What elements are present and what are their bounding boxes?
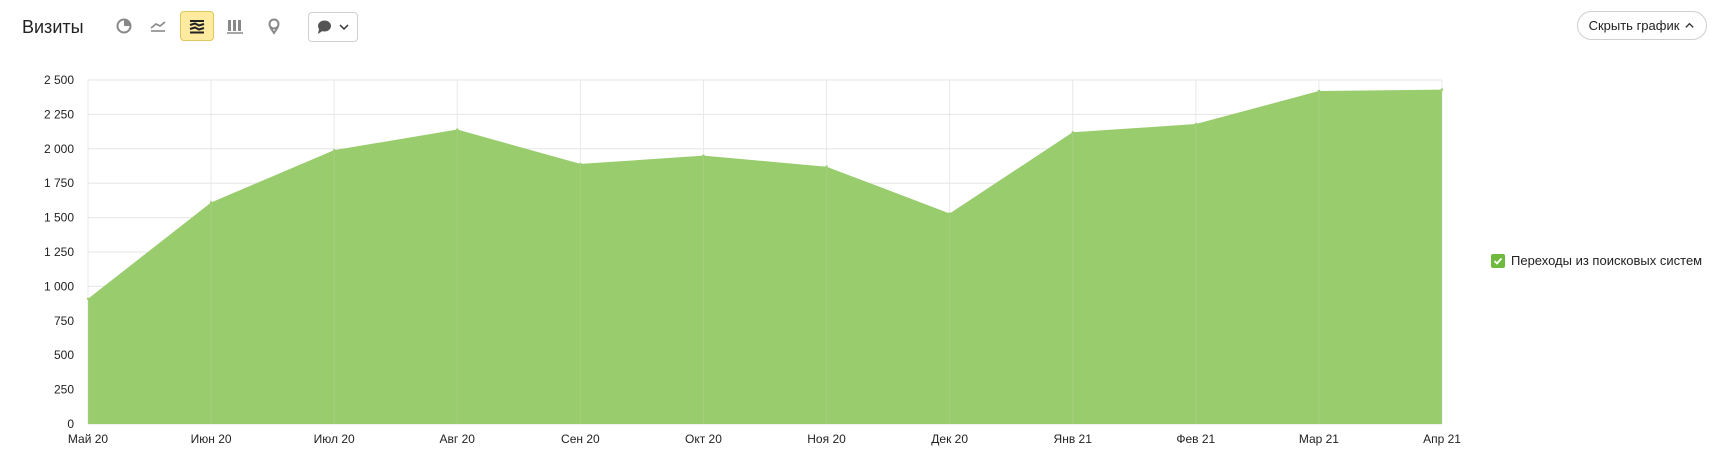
map-button[interactable] [257,11,291,41]
x-tick-label: Ноя 20 [807,432,846,446]
page-title: Визиты [22,17,84,37]
area-chart: 0 250 500 750 1 000 1 250 1 500 1 750 2 000 2 250… [44,73,1461,446]
pie-chart-icon [116,18,132,34]
legend-checkbox[interactable] [1491,253,1505,268]
pie-chart-button[interactable] [107,11,141,41]
x-tick-label: Июн 20 [191,432,232,446]
y-tick-label: 2 000 [44,142,74,156]
x-tick-label: Сен 20 [561,432,600,446]
data-point [1440,88,1444,91]
x-tick-label: Авг 20 [440,432,476,446]
line-chart-icon [150,21,166,32]
area-chart-icon [189,20,205,34]
data-point [1194,122,1198,126]
map-icon [268,18,280,35]
y-tick-label: 250 [54,383,74,397]
x-tick-label: Янв 21 [1054,432,1093,446]
hide-chart-label: Скрыть график [1588,18,1680,33]
chart-toolbar: Визиты [0,0,1719,56]
y-tick-label: 1 250 [44,245,74,259]
data-point [825,165,828,168]
speech-bubble-icon [318,20,331,34]
annotation-dropdown[interactable] [308,12,358,42]
data-point [579,162,582,166]
y-tick-label: 750 [54,314,74,328]
chart-legend: Переходы из поисковых систем [1491,253,1702,268]
check-icon [1493,257,1503,265]
y-tick-label: 2 250 [44,107,74,121]
y-tick-label: 1 500 [44,211,74,225]
bar-chart-button[interactable] [218,11,252,41]
y-tick-label: 1 000 [44,279,74,293]
x-tick-label: Май 20 [68,432,109,446]
y-tick-label: 500 [54,348,74,362]
x-tick-label: Мар 21 [1299,432,1339,446]
line-chart-button[interactable] [141,11,175,41]
bar-chart-icon [227,20,243,34]
area-chart-button[interactable] [180,11,214,41]
data-point [948,212,951,215]
chevron-up-icon [1685,22,1695,28]
hide-chart-button[interactable]: Скрыть график [1577,11,1707,40]
data-point [1317,89,1321,93]
x-tick-label: Окт 20 [685,432,722,446]
x-tick-label: Фев 21 [1176,432,1215,446]
data-point [702,154,705,157]
x-tick-label: Апр 21 [1423,432,1461,446]
legend-label: Переходы из поисковых систем [1511,253,1703,268]
y-tick-label: 0 [67,417,74,431]
x-tick-label: Июл 20 [314,432,355,446]
chevron-down-icon [339,24,349,31]
data-point [1071,131,1074,134]
data-point [332,148,336,152]
y-tick-label: 2 500 [44,73,74,87]
data-point [86,297,90,300]
area-series [88,89,1442,424]
data-point [209,201,213,204]
data-point [456,128,459,131]
x-tick-label: Дек 20 [931,432,968,446]
y-tick-label: 1 750 [44,176,74,190]
